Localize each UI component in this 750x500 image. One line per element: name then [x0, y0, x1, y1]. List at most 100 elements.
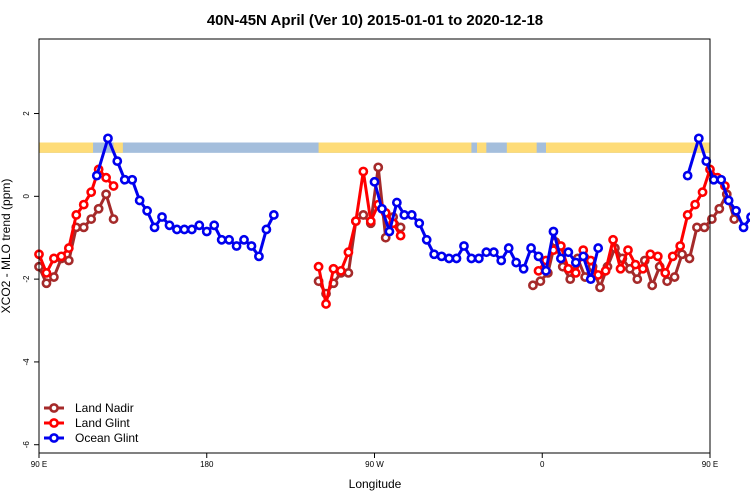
data-point — [675, 241, 686, 251]
x-axis-label: Longitude — [349, 477, 402, 491]
data-point — [41, 268, 52, 278]
data-point — [313, 261, 324, 272]
data-point — [395, 230, 406, 241]
data-point — [78, 222, 89, 233]
data-point — [358, 166, 369, 177]
data-point — [632, 274, 643, 285]
data-point — [563, 263, 574, 274]
data-point — [134, 195, 145, 206]
data-point — [209, 220, 220, 231]
x-tick-label: 90 W — [365, 460, 384, 469]
data-point — [194, 220, 205, 231]
data-point — [164, 220, 175, 231]
data-point — [682, 170, 693, 181]
data-point — [466, 253, 477, 264]
data-point — [660, 268, 671, 278]
data-point — [399, 210, 410, 220]
data-point — [555, 253, 566, 264]
data-point — [645, 249, 656, 260]
data-point — [231, 241, 242, 251]
y-tick-label: 2 — [22, 111, 31, 116]
data-point — [690, 199, 700, 210]
data-point — [511, 257, 522, 268]
data-point — [239, 234, 249, 245]
data-point — [595, 282, 605, 293]
data-point — [699, 222, 710, 233]
x-axis: 90 E 180 90 W 0 90 E — [31, 453, 718, 469]
data-point — [343, 268, 354, 278]
data-point — [451, 253, 462, 264]
data-point — [481, 247, 492, 258]
x-tick-label: 90 E — [702, 460, 718, 469]
legend-swatch-marker — [49, 433, 59, 443]
land-strip-segment — [477, 142, 487, 153]
data-point — [593, 243, 604, 253]
data-point — [127, 174, 138, 185]
legend-label: Land Nadir — [75, 401, 134, 415]
data-point — [682, 210, 693, 220]
data-point — [365, 216, 376, 227]
data-point — [488, 247, 499, 258]
data-point — [391, 197, 402, 208]
data-point — [369, 176, 380, 187]
data-point — [384, 226, 395, 237]
data-point — [328, 263, 339, 274]
data-point — [677, 249, 687, 260]
data-point — [716, 174, 727, 185]
data-point — [172, 224, 182, 235]
land-strip-segment — [318, 142, 472, 153]
data-point — [41, 278, 52, 289]
data-point — [535, 276, 546, 287]
y-tick-label: 0 — [22, 194, 31, 199]
data-point — [708, 174, 719, 185]
data-point — [336, 265, 346, 276]
data-point — [684, 253, 695, 264]
data-point — [630, 259, 641, 270]
data-point — [714, 203, 725, 214]
data-point — [142, 205, 153, 216]
data-point — [93, 203, 104, 214]
data-point — [343, 247, 354, 258]
data-point — [63, 255, 74, 266]
data-point — [528, 280, 538, 291]
legend-swatch-marker — [49, 418, 59, 428]
data-point — [436, 251, 447, 262]
plot-frame — [38, 38, 711, 454]
data-point — [224, 234, 235, 245]
data-point — [216, 234, 227, 245]
data-point — [608, 234, 618, 245]
data-point — [78, 199, 89, 210]
data-point — [731, 205, 741, 216]
data-point — [112, 156, 123, 167]
data-point — [565, 274, 576, 285]
x-tick-label: 180 — [200, 460, 214, 469]
land-strip-segment — [506, 142, 537, 153]
land-strip-segment — [39, 142, 94, 153]
data-point — [149, 222, 160, 233]
data-point — [570, 268, 581, 278]
data-point — [429, 249, 440, 260]
data-point — [377, 203, 387, 214]
data-point — [101, 189, 111, 200]
data-point — [49, 272, 59, 282]
data-point — [578, 251, 589, 262]
series-ocean-glint — [91, 133, 750, 285]
data-point — [459, 241, 469, 251]
data-point — [358, 210, 369, 220]
data-point — [701, 156, 712, 167]
data-point — [652, 251, 663, 262]
legend-swatch-marker — [49, 403, 59, 413]
data-point — [56, 251, 67, 262]
data-point — [738, 222, 749, 233]
x-tick-label: 90 E — [31, 460, 47, 469]
data-point — [662, 276, 673, 287]
series-line — [532, 192, 736, 289]
data-point — [585, 274, 596, 285]
data-point — [692, 222, 702, 233]
series-line — [537, 167, 727, 277]
data-point — [600, 265, 611, 276]
data-point — [421, 234, 432, 245]
data-point — [86, 187, 97, 198]
data-point — [373, 162, 384, 173]
